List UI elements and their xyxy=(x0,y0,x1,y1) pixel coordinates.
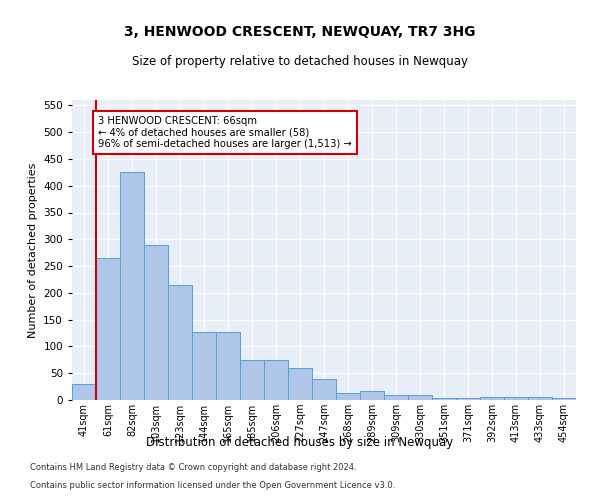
Bar xyxy=(528,398,552,400)
Bar xyxy=(264,360,288,400)
Y-axis label: Number of detached properties: Number of detached properties xyxy=(28,162,38,338)
Text: 3 HENWOOD CRESCENT: 66sqm
← 4% of detached houses are smaller (58)
96% of semi-d: 3 HENWOOD CRESCENT: 66sqm ← 4% of detach… xyxy=(98,116,352,150)
Bar xyxy=(168,285,192,400)
Bar xyxy=(552,398,576,400)
Bar xyxy=(288,368,312,400)
Bar xyxy=(192,332,216,400)
Bar xyxy=(240,360,264,400)
Bar xyxy=(504,398,528,400)
Bar xyxy=(336,393,360,400)
Bar xyxy=(432,398,456,400)
Bar xyxy=(120,172,144,400)
Text: Distribution of detached houses by size in Newquay: Distribution of detached houses by size … xyxy=(146,436,454,449)
Bar xyxy=(96,258,120,400)
Bar xyxy=(456,398,480,400)
Bar xyxy=(360,391,384,400)
Bar xyxy=(384,394,408,400)
Bar xyxy=(72,384,96,400)
Bar xyxy=(144,244,168,400)
Bar xyxy=(312,378,336,400)
Bar xyxy=(408,394,432,400)
Bar xyxy=(216,332,240,400)
Text: 3, HENWOOD CRESCENT, NEWQUAY, TR7 3HG: 3, HENWOOD CRESCENT, NEWQUAY, TR7 3HG xyxy=(124,25,476,39)
Bar xyxy=(480,398,504,400)
Text: Contains public sector information licensed under the Open Government Licence v3: Contains public sector information licen… xyxy=(30,481,395,490)
Text: Contains HM Land Registry data © Crown copyright and database right 2024.: Contains HM Land Registry data © Crown c… xyxy=(30,464,356,472)
Text: Size of property relative to detached houses in Newquay: Size of property relative to detached ho… xyxy=(132,55,468,68)
